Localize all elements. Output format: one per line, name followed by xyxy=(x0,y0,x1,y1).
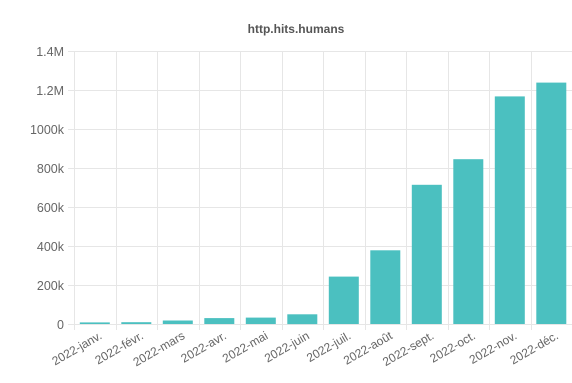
x-axis-ticks: 2022-janv.2022-févr.2022-mars2022-avr.20… xyxy=(49,328,560,369)
y-tick-label: 1000k xyxy=(30,123,65,137)
bar-1[interactable] xyxy=(121,322,152,324)
bar-8[interactable] xyxy=(411,184,442,324)
y-tick-label: 1.2M xyxy=(36,84,64,98)
bar-9[interactable] xyxy=(453,159,484,324)
bar-11[interactable] xyxy=(536,82,567,324)
y-tick-label: 200k xyxy=(37,279,65,293)
bar-7[interactable] xyxy=(370,250,401,324)
y-axis-ticks: 0 200k 400k 600k 800k 1000k 1.2M 1.4M xyxy=(30,45,65,332)
y-tick-label: 0 xyxy=(57,318,64,332)
bar-2[interactable] xyxy=(162,320,193,325)
bar-6[interactable] xyxy=(328,276,359,324)
y-tick-label: 400k xyxy=(37,240,65,254)
bar-4[interactable] xyxy=(245,317,276,324)
bar-3[interactable] xyxy=(204,318,235,324)
bar-10[interactable] xyxy=(494,96,525,325)
x-tick-label: 2022-avr. xyxy=(178,328,228,365)
bar-5[interactable] xyxy=(287,314,318,325)
bars xyxy=(79,82,567,325)
x-tick-label: 2022-mai xyxy=(220,328,270,365)
y-tick-label: 1.4M xyxy=(36,45,64,59)
y-tick-label: 600k xyxy=(37,201,65,215)
x-tick-label: 2022-juin xyxy=(262,328,312,365)
bar-0[interactable] xyxy=(79,322,110,324)
grid-lines xyxy=(68,51,572,330)
y-tick-label: 800k xyxy=(37,162,65,176)
chart-title: http.hits.humans xyxy=(248,22,345,36)
